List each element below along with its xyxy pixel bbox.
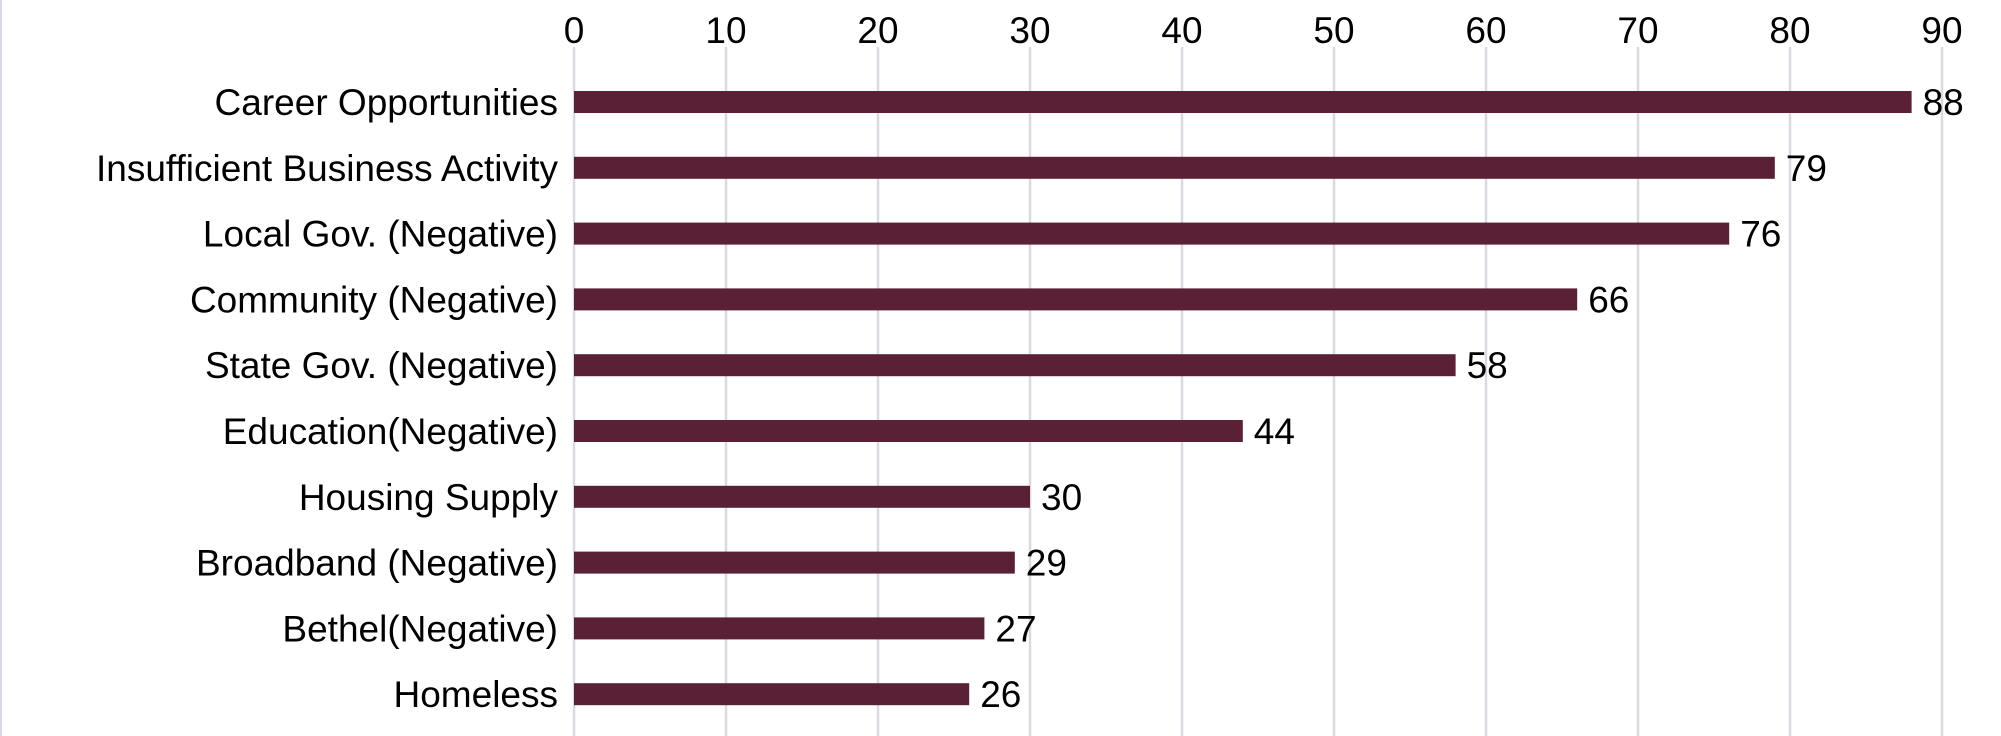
bar [574, 288, 1578, 311]
x-axis-ticks: 0 10 20 30 40 50 60 70 80 90 [564, 10, 1963, 51]
bar-value-label: 76 [1740, 214, 1781, 255]
x-tick-label: 30 [1009, 10, 1050, 51]
bar-value-label: 27 [995, 608, 1036, 649]
x-tick-label: 80 [1769, 10, 1810, 51]
bar [574, 683, 970, 706]
bar [574, 91, 1912, 113]
bar-value-label: 58 [1467, 345, 1508, 386]
category-labels: Career Opportunities Insufficient Busines… [96, 82, 559, 715]
bar-value-label: 26 [980, 674, 1021, 715]
bar [574, 485, 1030, 508]
bar [574, 156, 1775, 179]
category-label: Bethel(Negative) [282, 608, 558, 649]
x-tick-label: 0 [564, 10, 585, 51]
x-tick-label: 50 [1313, 10, 1354, 51]
category-label: Community (Negative) [190, 279, 558, 320]
bar-value-label: 30 [1041, 477, 1082, 518]
category-label: Housing Supply [299, 477, 559, 518]
category-label: Insufficient Business Activity [96, 148, 559, 189]
category-label: Local Gov. (Negative) [203, 214, 558, 255]
bar [574, 420, 1243, 442]
category-label: Broadband (Negative) [196, 543, 558, 584]
category-label: Education(Negative) [223, 411, 558, 452]
category-label: State Gov. (Negative) [205, 345, 558, 386]
bar [574, 354, 1456, 377]
x-tick-label: 40 [1161, 10, 1202, 51]
bar-value-label: 29 [1026, 543, 1067, 584]
bar [574, 551, 1015, 574]
x-tick-label: 20 [857, 10, 898, 51]
x-tick-label: 70 [1617, 10, 1658, 51]
bar-value-label: 44 [1254, 411, 1295, 452]
bar-value-label: 79 [1786, 148, 1827, 189]
bar [574, 617, 985, 640]
bar [574, 222, 1730, 245]
bar-value-label: 88 [1923, 82, 1964, 123]
x-tick-label: 90 [1921, 10, 1962, 51]
category-label: Career Opportunities [215, 82, 558, 123]
bars [574, 91, 1912, 706]
x-tick-label: 60 [1465, 10, 1506, 51]
x-tick-label: 10 [705, 10, 746, 51]
category-label: Homeless [394, 674, 559, 715]
bar-value-label: 66 [1588, 279, 1629, 320]
